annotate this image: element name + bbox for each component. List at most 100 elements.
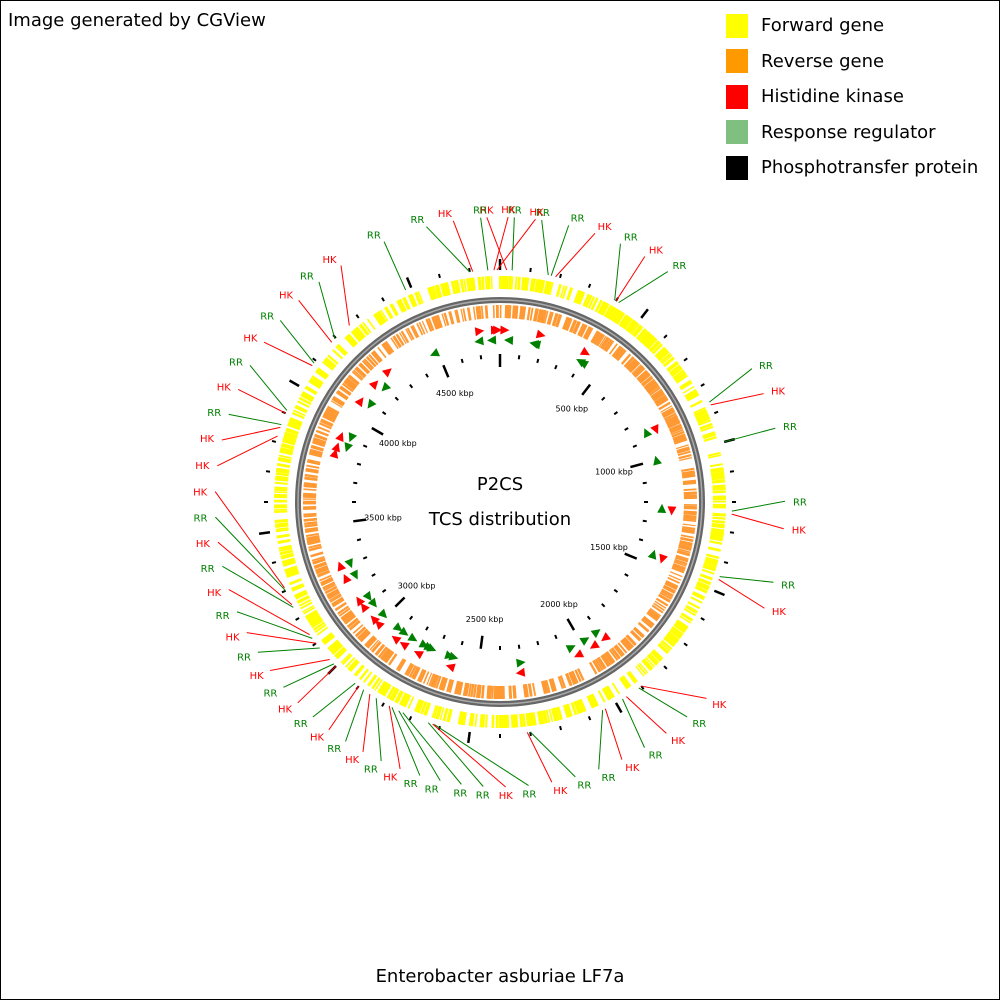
callout-line bbox=[263, 341, 313, 367]
forward-gene bbox=[690, 399, 703, 408]
reverse-gene bbox=[532, 308, 538, 322]
hk-label: HK bbox=[207, 588, 222, 599]
forward-gene bbox=[352, 329, 363, 341]
reverse-gene bbox=[448, 311, 454, 325]
forward-gene bbox=[402, 297, 410, 311]
reverse-gene bbox=[305, 470, 319, 474]
rr-marker bbox=[418, 639, 429, 648]
reverse-gene bbox=[322, 581, 336, 590]
reverse-gene bbox=[528, 683, 533, 697]
reverse-gene bbox=[661, 588, 674, 597]
reverse-gene bbox=[441, 313, 447, 327]
callout-line bbox=[709, 368, 753, 403]
forward-gene bbox=[311, 375, 324, 385]
forward-gene bbox=[667, 362, 679, 372]
outer-tick bbox=[587, 715, 592, 721]
reverse-gene bbox=[682, 479, 696, 484]
forward-gene bbox=[711, 479, 726, 484]
reverse-gene bbox=[656, 398, 669, 407]
reverse-gene bbox=[460, 308, 465, 322]
reverse-gene bbox=[675, 556, 689, 562]
forward-gene bbox=[582, 293, 591, 307]
inner-tick bbox=[624, 573, 629, 577]
reverse-gene bbox=[508, 685, 512, 699]
forward-gene bbox=[294, 405, 308, 414]
reverse-gene bbox=[383, 650, 394, 663]
reverse-gene bbox=[432, 674, 439, 688]
reverse-gene bbox=[431, 316, 439, 330]
reverse-gene bbox=[311, 555, 325, 562]
forward-gene bbox=[710, 534, 724, 540]
rr-marker bbox=[348, 432, 358, 443]
callout-line bbox=[541, 220, 549, 276]
forward-gene bbox=[692, 591, 706, 600]
forward-gene bbox=[642, 334, 653, 346]
forward-gene bbox=[278, 544, 292, 550]
forward-gene bbox=[439, 283, 446, 297]
forward-gene bbox=[417, 291, 424, 304]
forward-gene bbox=[450, 281, 456, 295]
forward-gene bbox=[672, 369, 685, 380]
rr-marker bbox=[474, 336, 484, 346]
reverse-gene bbox=[551, 678, 557, 692]
forward-gene bbox=[316, 368, 328, 378]
forward-gene bbox=[594, 299, 603, 313]
reverse-gene bbox=[539, 309, 545, 323]
inner-tick bbox=[353, 481, 358, 485]
reverse-gene bbox=[551, 312, 558, 327]
reverse-gene bbox=[613, 645, 623, 658]
reverse-gene bbox=[651, 604, 664, 614]
forward-gene bbox=[588, 694, 596, 708]
reverse-gene bbox=[359, 630, 371, 642]
reverse-gene bbox=[439, 677, 446, 691]
hk-marker bbox=[445, 663, 456, 673]
callout-line bbox=[246, 632, 317, 644]
hk-label: HK bbox=[200, 434, 215, 445]
reverse-gene bbox=[682, 523, 696, 527]
forward-gene bbox=[332, 349, 344, 360]
hk-marker bbox=[659, 553, 668, 564]
forward-gene bbox=[538, 279, 545, 294]
forward-gene bbox=[347, 659, 359, 671]
reverse-gene bbox=[408, 665, 417, 678]
reverse-gene bbox=[380, 648, 390, 660]
reverse-gene bbox=[392, 336, 401, 348]
reverse-gene bbox=[303, 514, 317, 518]
reverse-gene bbox=[527, 683, 532, 697]
forward-gene bbox=[622, 675, 632, 688]
outer-tick bbox=[437, 273, 441, 279]
forward-gene bbox=[340, 653, 351, 664]
forward-gene bbox=[711, 472, 725, 477]
reverse-gene bbox=[307, 459, 321, 465]
forward-gene bbox=[611, 682, 621, 695]
forward-gene bbox=[587, 296, 596, 309]
forward-gene bbox=[305, 610, 318, 619]
reverse-gene bbox=[320, 420, 333, 428]
hk-marker bbox=[493, 325, 503, 335]
hk-marker bbox=[535, 329, 546, 339]
forward-gene bbox=[625, 319, 636, 332]
hk-marker bbox=[331, 442, 340, 453]
forward-gene bbox=[374, 679, 383, 691]
reverse-gene bbox=[472, 306, 477, 320]
forward-gene bbox=[311, 619, 324, 629]
forward-gene bbox=[509, 276, 514, 290]
forward-gene bbox=[277, 538, 291, 544]
reverse-gene bbox=[662, 410, 676, 419]
forward-gene bbox=[618, 314, 628, 327]
forward-gene bbox=[693, 406, 706, 414]
forward-gene bbox=[599, 302, 608, 315]
hk-marker bbox=[360, 603, 370, 614]
reverse-gene bbox=[683, 492, 697, 495]
rr-marker bbox=[344, 442, 354, 453]
reverse-gene bbox=[623, 636, 634, 649]
forward-gene bbox=[514, 276, 518, 290]
forward-gene bbox=[294, 589, 307, 598]
reverse-gene bbox=[672, 565, 686, 571]
inner-tick bbox=[536, 640, 540, 646]
forward-gene bbox=[619, 315, 629, 327]
rr-label: RR bbox=[783, 422, 797, 433]
reverse-gene bbox=[476, 684, 481, 698]
forward-gene bbox=[698, 419, 712, 426]
forward-gene bbox=[663, 636, 676, 647]
